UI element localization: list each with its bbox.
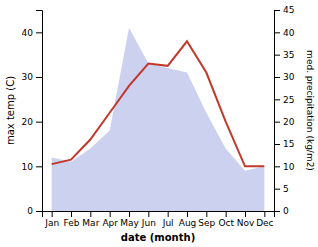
- y2-tick: 35: [274, 50, 294, 60]
- tick-label: 30: [283, 72, 295, 82]
- chart: Jan FebMarAprMayJun Jul AugSepOctNovDec 0 10 2…: [0, 0, 318, 247]
- tick-mark: [36, 166, 42, 167]
- y2-axis: 0 5 10 15 20 25 30 35 40 45: [274, 5, 295, 216]
- tick-mark: [274, 77, 280, 78]
- y-axis-title: max temp (C): [5, 76, 16, 145]
- tick-mark: [187, 211, 188, 217]
- y2-tick: 20: [274, 117, 295, 127]
- tick-mark: [226, 211, 227, 217]
- tick-label: 35: [283, 50, 294, 60]
- tick-label: 30: [22, 72, 34, 82]
- x-tick: Feb: [64, 211, 80, 228]
- x-tick: Oct: [218, 211, 234, 228]
- axis-line: [36, 11, 43, 212]
- x-axis-title: date (month): [121, 232, 195, 243]
- tick-label: Dec: [256, 218, 273, 228]
- y2-tick: 15: [274, 139, 294, 149]
- tick-mark: [274, 144, 280, 145]
- x-tick: Aug: [179, 211, 197, 228]
- axis-line: [275, 11, 281, 212]
- tick-mark: [264, 211, 265, 217]
- tick-mark: [274, 189, 280, 190]
- y2-tick: 5: [274, 184, 289, 194]
- y2-tick: 0: [274, 206, 289, 216]
- axis-line: [43, 212, 275, 218]
- y2-axis-title: med. precipitation (kg/m2): [305, 50, 315, 171]
- y2-tick: 45: [274, 5, 294, 15]
- tick-mark: [129, 211, 130, 217]
- x-tick: Jun: [141, 211, 156, 228]
- tick-mark: [274, 99, 280, 100]
- tick-mark: [168, 211, 169, 217]
- tick-label: Jan: [44, 218, 59, 228]
- line: [52, 41, 265, 166]
- tick-mark: [71, 211, 72, 217]
- y2-tick: 30: [274, 72, 295, 82]
- tick-mark: [110, 211, 111, 217]
- tick-label: 20: [22, 117, 34, 127]
- x-tick: Mar: [82, 211, 99, 228]
- tick-label: 45: [283, 5, 294, 15]
- tick-mark: [36, 32, 42, 33]
- tick-mark: [245, 211, 246, 217]
- tick-label: Oct: [218, 218, 234, 228]
- area: [52, 28, 265, 211]
- tick-label: 40: [283, 28, 295, 38]
- tick-label: Nov: [237, 218, 255, 228]
- tick-mark: [274, 32, 280, 33]
- y-tick: 0: [27, 206, 42, 216]
- tick-label: 20: [283, 117, 295, 127]
- tick-label: 40: [22, 28, 34, 38]
- tick-label: Jul: [162, 218, 174, 228]
- y2-tick: 40: [274, 28, 295, 38]
- tick-label: 0: [283, 206, 289, 216]
- tick-label: Aug: [179, 218, 197, 228]
- x-tick: Sep: [198, 211, 215, 228]
- plot: Jan FebMarAprMayJun Jul AugSepOctNovDec 0 10 2…: [22, 5, 295, 228]
- tick-mark: [36, 77, 42, 78]
- tick-mark: [274, 211, 280, 212]
- tick-label: Apr: [102, 218, 118, 228]
- y2-tick: 10: [274, 162, 295, 172]
- tick-mark: [274, 122, 280, 123]
- x-tick: May: [120, 211, 139, 228]
- tick-label: 10: [283, 162, 295, 172]
- tick-label: Jun: [141, 218, 156, 228]
- x-tick: Nov: [237, 211, 255, 228]
- y-axis: 0 10 20 30 40: [22, 11, 43, 217]
- x-tick: Dec: [256, 211, 273, 228]
- tick-mark: [206, 211, 207, 217]
- tick-label: 10: [22, 162, 34, 172]
- x-tick: Jul: [162, 211, 174, 228]
- x-axis: Jan FebMarAprMayJun Jul AugSepOctNovDec: [43, 211, 275, 228]
- tick-label: Mar: [82, 218, 99, 228]
- tick-label: 25: [283, 95, 294, 105]
- x-tick: Jan: [44, 211, 59, 228]
- tick-mark: [36, 122, 42, 123]
- tick-label: 5: [283, 184, 289, 194]
- tick-label: 15: [283, 139, 294, 149]
- tick-mark: [148, 211, 149, 217]
- y-tick: 20: [22, 117, 42, 127]
- tick-mark: [36, 211, 42, 212]
- tick-mark: [52, 211, 53, 217]
- tick-label: Sep: [198, 218, 215, 228]
- tick-label: Feb: [64, 218, 80, 228]
- y-tick: 40: [22, 28, 42, 38]
- tick-mark: [274, 166, 280, 167]
- y-tick: 10: [22, 162, 42, 172]
- tick-mark: [274, 10, 280, 11]
- tick-mark: [274, 55, 280, 56]
- tick-label: May: [120, 218, 139, 228]
- marks: [52, 28, 265, 211]
- y2-tick: 25: [274, 95, 294, 105]
- tick-mark: [90, 211, 91, 217]
- x-tick: Apr: [102, 211, 118, 228]
- tick-label: 0: [27, 206, 33, 216]
- y-tick: 30: [22, 72, 42, 82]
